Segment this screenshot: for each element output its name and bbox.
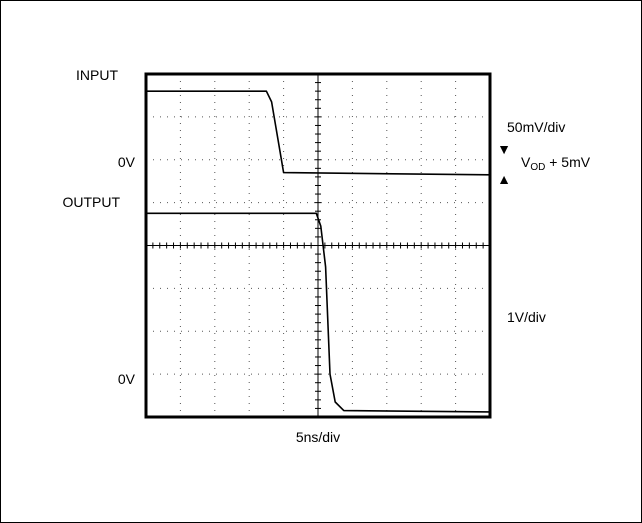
- input-scale-label: 50mV/div: [507, 119, 565, 135]
- graticule-grid: [145, 73, 491, 418]
- plot-border: [144, 72, 492, 419]
- output-zero-label: 0V: [118, 371, 136, 387]
- output-trace-line: [146, 212, 491, 413]
- output-trace-label: OUTPUT: [62, 194, 120, 210]
- traces: [146, 90, 491, 413]
- arrow-down-icon: ▼: [497, 141, 511, 157]
- input-trace-label: INPUT: [76, 67, 118, 83]
- input-trace-line: [146, 90, 491, 176]
- output-scale-label: 1V/div: [507, 309, 546, 325]
- input-zero-label: 0V: [118, 154, 136, 170]
- arrow-up-icon: ▲: [497, 171, 511, 187]
- overdrive-label: VOD + 5mV: [521, 154, 591, 173]
- x-scale-label: 5ns/div: [296, 429, 340, 445]
